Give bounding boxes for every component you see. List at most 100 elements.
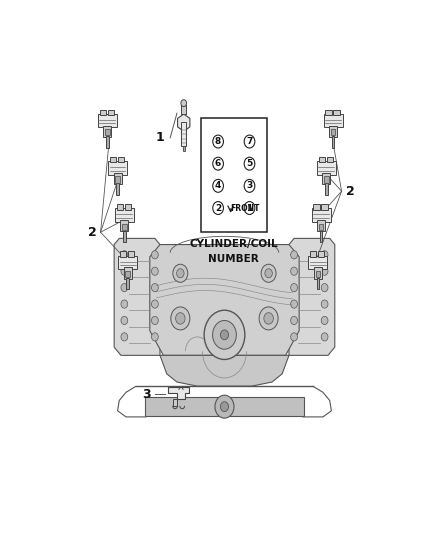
Text: NUMBER: NUMBER bbox=[208, 254, 259, 264]
Text: 3: 3 bbox=[142, 388, 151, 401]
FancyBboxPatch shape bbox=[320, 230, 322, 242]
FancyBboxPatch shape bbox=[113, 173, 122, 184]
FancyBboxPatch shape bbox=[120, 251, 126, 257]
Circle shape bbox=[152, 267, 158, 276]
Text: 1: 1 bbox=[155, 131, 164, 144]
FancyBboxPatch shape bbox=[201, 118, 267, 232]
Circle shape bbox=[121, 251, 128, 259]
FancyBboxPatch shape bbox=[324, 176, 328, 183]
Circle shape bbox=[291, 251, 297, 259]
FancyBboxPatch shape bbox=[108, 110, 114, 115]
FancyBboxPatch shape bbox=[333, 110, 339, 115]
FancyBboxPatch shape bbox=[145, 397, 304, 416]
Circle shape bbox=[152, 333, 158, 341]
Text: 8: 8 bbox=[215, 137, 221, 146]
FancyBboxPatch shape bbox=[315, 271, 320, 277]
Circle shape bbox=[291, 333, 297, 341]
Circle shape bbox=[152, 300, 158, 308]
FancyBboxPatch shape bbox=[127, 278, 129, 289]
Polygon shape bbox=[289, 238, 335, 356]
Polygon shape bbox=[173, 399, 177, 406]
Text: 2: 2 bbox=[346, 185, 354, 198]
FancyBboxPatch shape bbox=[325, 183, 328, 195]
FancyBboxPatch shape bbox=[115, 176, 120, 183]
Polygon shape bbox=[150, 245, 299, 356]
Circle shape bbox=[181, 100, 187, 107]
Circle shape bbox=[213, 135, 223, 148]
FancyBboxPatch shape bbox=[325, 110, 332, 115]
Circle shape bbox=[321, 333, 328, 341]
Circle shape bbox=[213, 201, 223, 214]
FancyBboxPatch shape bbox=[314, 204, 320, 209]
FancyBboxPatch shape bbox=[120, 220, 128, 231]
FancyBboxPatch shape bbox=[115, 208, 134, 222]
FancyBboxPatch shape bbox=[99, 110, 106, 115]
Circle shape bbox=[291, 267, 297, 276]
FancyBboxPatch shape bbox=[317, 220, 325, 231]
FancyBboxPatch shape bbox=[319, 224, 324, 230]
Circle shape bbox=[321, 300, 328, 308]
Circle shape bbox=[121, 267, 128, 276]
FancyBboxPatch shape bbox=[181, 105, 187, 115]
Circle shape bbox=[244, 157, 255, 170]
FancyBboxPatch shape bbox=[329, 126, 337, 137]
Circle shape bbox=[215, 395, 234, 418]
FancyBboxPatch shape bbox=[318, 157, 325, 163]
FancyBboxPatch shape bbox=[317, 161, 336, 174]
Polygon shape bbox=[160, 356, 289, 386]
FancyBboxPatch shape bbox=[183, 146, 185, 151]
Text: 3: 3 bbox=[247, 181, 253, 190]
FancyBboxPatch shape bbox=[324, 114, 343, 127]
Circle shape bbox=[204, 310, 245, 359]
Polygon shape bbox=[114, 238, 160, 356]
FancyBboxPatch shape bbox=[108, 161, 127, 174]
FancyBboxPatch shape bbox=[98, 114, 117, 127]
FancyBboxPatch shape bbox=[122, 224, 127, 230]
Text: CYLINDER/COIL: CYLINDER/COIL bbox=[190, 239, 278, 249]
Circle shape bbox=[321, 284, 328, 292]
Circle shape bbox=[220, 330, 229, 340]
FancyBboxPatch shape bbox=[326, 157, 333, 163]
FancyBboxPatch shape bbox=[124, 267, 132, 279]
Circle shape bbox=[244, 135, 255, 148]
FancyBboxPatch shape bbox=[128, 251, 134, 257]
FancyBboxPatch shape bbox=[123, 230, 126, 242]
Circle shape bbox=[173, 264, 188, 282]
Circle shape bbox=[291, 284, 297, 292]
FancyBboxPatch shape bbox=[103, 126, 111, 137]
FancyBboxPatch shape bbox=[118, 255, 137, 269]
FancyBboxPatch shape bbox=[308, 255, 327, 269]
Text: 5: 5 bbox=[247, 159, 253, 168]
FancyBboxPatch shape bbox=[105, 130, 110, 135]
FancyBboxPatch shape bbox=[125, 271, 130, 277]
Circle shape bbox=[177, 269, 184, 278]
FancyBboxPatch shape bbox=[181, 122, 187, 147]
FancyBboxPatch shape bbox=[322, 173, 330, 184]
Circle shape bbox=[171, 307, 190, 330]
Circle shape bbox=[291, 300, 297, 308]
Polygon shape bbox=[177, 114, 190, 131]
Circle shape bbox=[264, 313, 273, 324]
Circle shape bbox=[213, 157, 223, 170]
Circle shape bbox=[121, 317, 128, 325]
Circle shape bbox=[176, 313, 185, 324]
Text: 7: 7 bbox=[246, 137, 253, 146]
Circle shape bbox=[152, 284, 158, 292]
Text: 2: 2 bbox=[215, 204, 221, 213]
FancyBboxPatch shape bbox=[110, 157, 116, 163]
Text: 1: 1 bbox=[247, 204, 253, 213]
Circle shape bbox=[121, 300, 128, 308]
Circle shape bbox=[321, 267, 328, 276]
FancyBboxPatch shape bbox=[124, 204, 131, 209]
FancyBboxPatch shape bbox=[310, 251, 316, 257]
Circle shape bbox=[261, 264, 276, 282]
Circle shape bbox=[121, 284, 128, 292]
Text: FRONT: FRONT bbox=[230, 204, 260, 213]
Text: 6: 6 bbox=[215, 159, 221, 168]
FancyBboxPatch shape bbox=[318, 251, 325, 257]
FancyBboxPatch shape bbox=[106, 136, 109, 148]
Circle shape bbox=[152, 251, 158, 259]
Polygon shape bbox=[168, 387, 189, 399]
FancyBboxPatch shape bbox=[312, 208, 331, 222]
FancyBboxPatch shape bbox=[117, 204, 123, 209]
